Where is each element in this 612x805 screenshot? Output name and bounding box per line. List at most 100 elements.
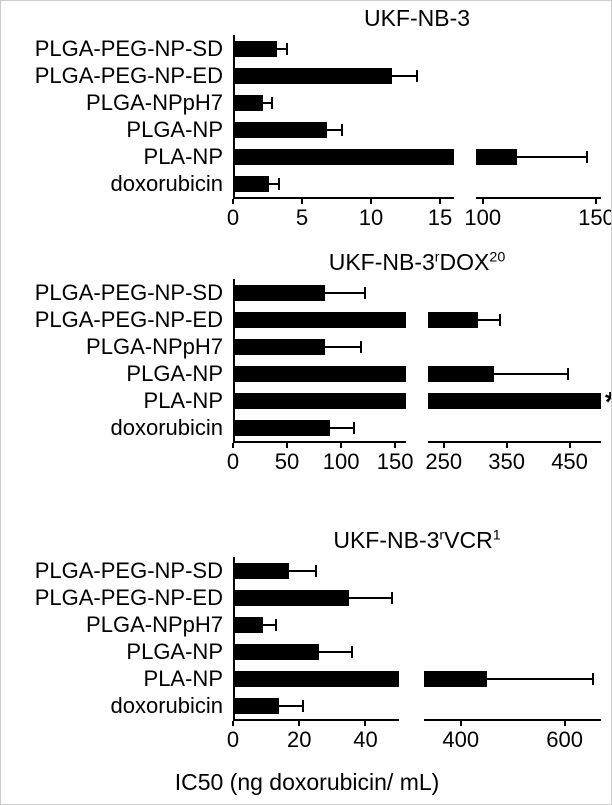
x-axis-tick-label: 0 — [226, 449, 240, 474]
x-axis-label: IC50 (ng doxorubicin/ mL) — [174, 769, 440, 795]
title-text: DOX — [439, 249, 490, 275]
x-axis-tick — [481, 199, 484, 204]
x-axis-tick — [232, 199, 234, 204]
bar — [233, 284, 325, 301]
bar — [233, 338, 325, 355]
category-label: doxorubicin — [110, 693, 223, 718]
error-bar-cap — [363, 286, 366, 299]
bar-segment-1 — [233, 311, 406, 328]
x-axis-tick-label: 100 — [322, 449, 360, 474]
x-axis-tick — [301, 199, 303, 204]
x-axis-tick — [459, 721, 462, 726]
bar-segment-2 — [428, 365, 495, 382]
x-axis-tick — [370, 199, 372, 204]
x-axis-tick — [298, 721, 301, 726]
error-bar-cap — [341, 123, 344, 136]
x-axis-segment-2 — [424, 719, 601, 721]
y-axis-spine — [233, 557, 235, 721]
category-label: PLGA-PEG-NP-SD — [34, 558, 223, 583]
x-axis-tick — [439, 199, 441, 204]
x-axis-tick-label: 10 — [358, 205, 384, 230]
x-axis-tick-label: 40 — [353, 727, 378, 752]
chart-title: UKF-NB-3rVCR1 — [233, 527, 601, 554]
plot-area: * 0 50 100 150 250 350 450 — [227, 279, 611, 479]
error-bar — [263, 101, 272, 104]
error-bar-cap — [586, 150, 589, 163]
bar — [233, 67, 392, 84]
category-label: PLGA-NPpH7 — [86, 612, 223, 637]
x-axis-tick — [394, 443, 397, 448]
category-label: PLGA-NP — [126, 361, 223, 386]
error-bar-cap — [415, 69, 418, 82]
category-label: PLGA-NP — [126, 639, 223, 664]
x-axis-tick — [232, 443, 234, 448]
bar — [233, 94, 264, 111]
bar-segment-1 — [233, 670, 399, 687]
bar — [233, 175, 269, 192]
x-axis-tick-label: 600 — [546, 727, 583, 752]
error-bar — [494, 372, 569, 375]
x-axis-tick-label: 5 — [295, 205, 309, 230]
category-label: doxorubicin — [110, 415, 223, 440]
error-bar — [268, 182, 279, 185]
chart-title: UKF-NB-3rDOX20 — [233, 249, 601, 276]
title-text: UKF-NB-3 — [363, 5, 471, 31]
significance-asterisk: * — [605, 387, 611, 415]
bar — [233, 40, 278, 57]
error-bar-cap — [351, 645, 354, 658]
x-axis-tick-label: 150 — [376, 449, 414, 474]
x-axis-tick — [364, 721, 367, 726]
chart-2: UKF-NB-3rDOX20 PLGA-PEG-NP-SD PLGA-PEG-NP-… — [1, 249, 611, 474]
error-bar-cap — [567, 367, 570, 380]
bar — [233, 419, 331, 436]
x-axis-tick-label: 250 — [425, 449, 463, 474]
bar — [233, 562, 290, 579]
error-bar — [277, 47, 287, 50]
error-bar-cap — [390, 591, 393, 604]
x-axis-tick-label: 50 — [274, 449, 300, 474]
x-axis-tick-label: 400 — [442, 727, 480, 752]
category-label: PLGA-PEG-NP-ED — [34, 585, 223, 610]
y-axis-spine — [233, 35, 235, 199]
category-label: PLGA-PEG-NP-SD — [34, 280, 223, 305]
error-bar — [326, 128, 342, 131]
category-label: PLGA-PEG-NP-SD — [34, 36, 223, 61]
error-bar — [289, 569, 316, 572]
chart-1: UKF-NB-3 PLGA-PEG-NP-SD PLGA-PEG-NP-ED PLGA… — [1, 5, 611, 230]
category-label: PLGA-NP — [126, 117, 223, 142]
category-label: PLGA-PEG-NP-ED — [34, 63, 223, 88]
x-axis-tick — [568, 443, 571, 448]
x-axis-tick — [232, 721, 234, 726]
bar-segment-2 — [428, 392, 601, 409]
category-labels: PLGA-PEG-NP-SD PLGA-PEG-NP-ED PLGA-NPpH7 PL… — [1, 35, 227, 197]
category-label: PLGA-PEG-NP-ED — [34, 307, 223, 332]
x-axis-tick-label: 15 — [427, 205, 453, 230]
bar — [233, 616, 263, 633]
error-bar — [324, 345, 361, 348]
error-bar — [330, 426, 355, 429]
error-bar-cap — [592, 672, 595, 685]
category-labels: PLGA-PEG-NP-SD PLGA-PEG-NP-ED PLGA-NPpH7 PL… — [1, 557, 227, 719]
bar — [233, 589, 349, 606]
category-label: doxorubicin — [110, 171, 223, 196]
bar — [233, 643, 320, 660]
category-label: PLGA-NPpH7 — [86, 334, 223, 359]
x-axis-tick-label: 350 — [488, 449, 526, 474]
chart-3: UKF-NB-3rVCR1 PLGA-PEG-NP-SD PLGA-PEG-NP-E… — [1, 527, 611, 752]
bar-segment-1 — [233, 365, 406, 382]
category-labels: PLGA-PEG-NP-SD PLGA-PEG-NP-ED PLGA-NPpH7 PL… — [1, 279, 227, 441]
x-axis-tick — [340, 443, 343, 448]
error-bar — [348, 596, 392, 599]
bar — [233, 697, 280, 714]
error-bar — [262, 623, 277, 626]
error-bar — [516, 155, 588, 158]
x-axis-tick — [286, 443, 289, 448]
x-axis-segment-2 — [475, 197, 601, 199]
error-bar-cap — [301, 699, 304, 712]
title-superscript: 20 — [489, 249, 506, 266]
bar-segment-2 — [428, 311, 479, 328]
plot-area: 0 5 10 15 100 150 — [227, 35, 611, 235]
y-axis-spine — [233, 279, 235, 443]
category-label: PLA-NP — [143, 388, 223, 413]
x-axis-tick — [595, 199, 598, 204]
